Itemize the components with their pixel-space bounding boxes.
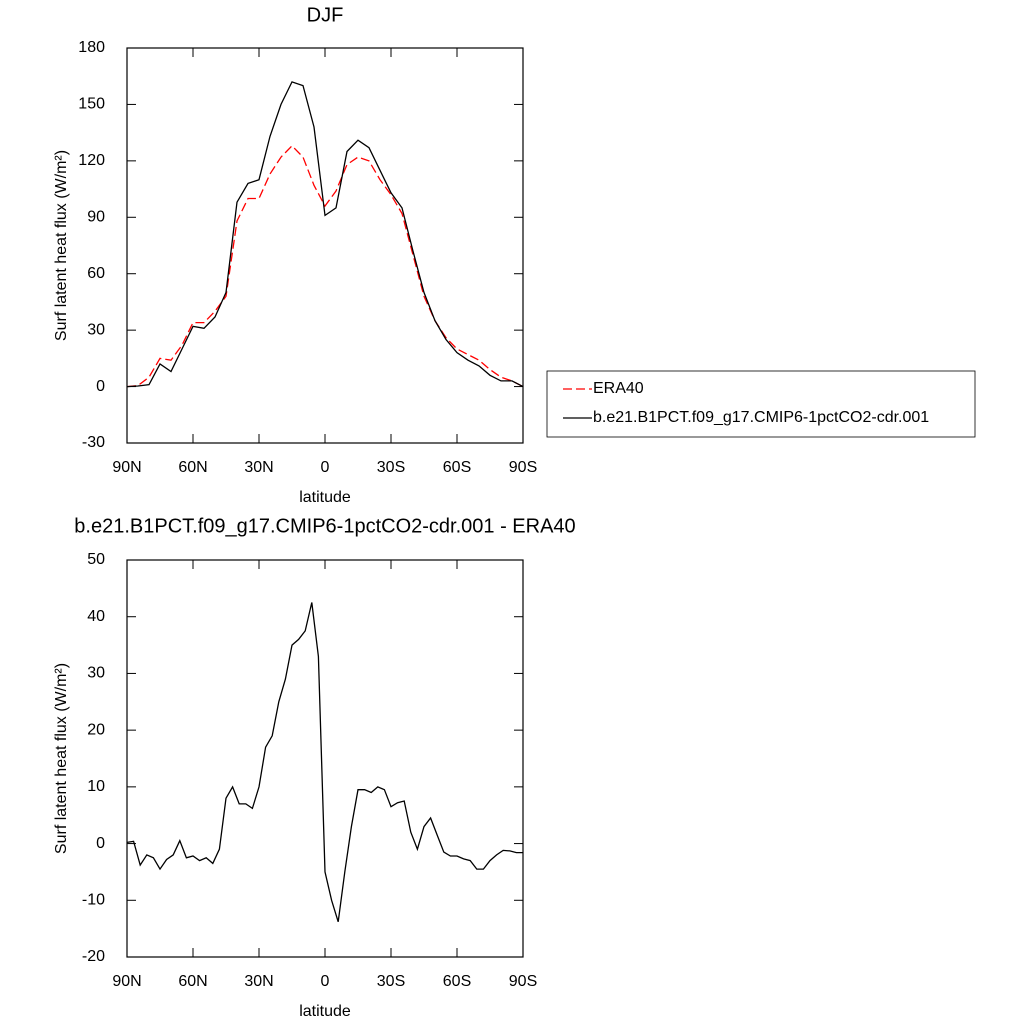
series-line xyxy=(126,602,523,922)
x-tick-label: 0 xyxy=(321,459,330,476)
y-axis-label: Surf latent heat flux (W/m²) xyxy=(53,663,70,854)
x-tick-label: 90S xyxy=(509,459,537,476)
plot-frame xyxy=(126,559,524,958)
y-tick-label: 90 xyxy=(87,209,105,226)
y-tick-label: 50 xyxy=(87,551,105,568)
y-tick-label: -30 xyxy=(82,434,105,451)
y-tick-label: 0 xyxy=(96,835,105,852)
y-tick-label: 20 xyxy=(87,721,105,738)
series-line xyxy=(126,81,524,388)
y-tick-label: -20 xyxy=(82,948,105,965)
x-tick-label: 90N xyxy=(112,973,141,990)
y-tick-label: 150 xyxy=(78,96,105,113)
plot-frame xyxy=(126,47,524,444)
x-tick-label: 90N xyxy=(112,459,141,476)
x-tick-label: 60S xyxy=(443,973,471,990)
x-tick-label: 30N xyxy=(244,973,273,990)
y-tick-label: 40 xyxy=(87,608,105,625)
x-tick-label: 0 xyxy=(321,973,330,990)
legend-label: b.e21.B1PCT.f09_g17.CMIP6-1pctCO2-cdr.00… xyxy=(593,409,929,426)
chart-title: DJF xyxy=(307,4,344,26)
y-tick-label: 30 xyxy=(87,321,105,338)
y-tick-label: 120 xyxy=(78,152,105,169)
y-tick-label: 0 xyxy=(96,378,105,395)
y-tick-label: -10 xyxy=(82,892,105,909)
y-tick-label: 30 xyxy=(87,665,105,682)
y-tick-label: 10 xyxy=(87,778,105,795)
legend-box xyxy=(546,370,976,438)
x-tick-label: 60N xyxy=(178,459,207,476)
x-tick-label: 30S xyxy=(377,459,405,476)
y-tick-label: 60 xyxy=(87,265,105,282)
chart-title: b.e21.B1PCT.f09_g17.CMIP6-1pctCO2-cdr.00… xyxy=(74,515,575,537)
series-line xyxy=(126,144,524,388)
y-axis-label: Surf latent heat flux (W/m²) xyxy=(53,150,70,341)
x-tick-label: 60S xyxy=(443,459,471,476)
legend-label: ERA40 xyxy=(593,380,644,397)
x-axis-label: latitude xyxy=(299,489,351,506)
x-tick-label: 60N xyxy=(178,973,207,990)
y-tick-label: 180 xyxy=(78,39,105,56)
x-tick-label: 90S xyxy=(509,973,537,990)
x-axis-label: latitude xyxy=(299,1003,351,1020)
x-tick-label: 30S xyxy=(377,973,405,990)
x-tick-label: 30N xyxy=(244,459,273,476)
